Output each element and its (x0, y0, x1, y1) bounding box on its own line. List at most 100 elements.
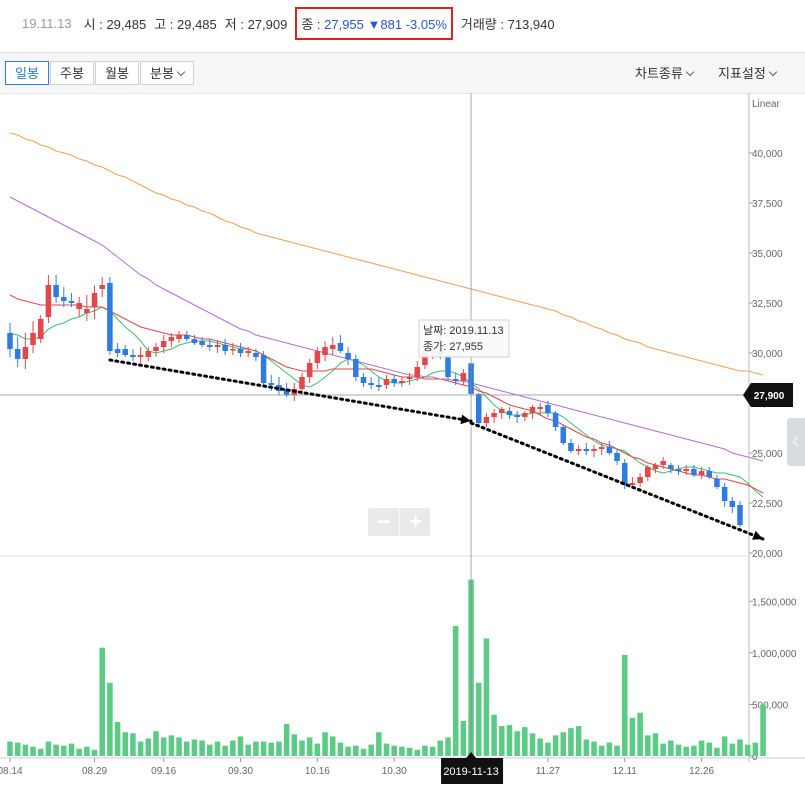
candle-body (629, 483, 636, 485)
side-panel-toggle[interactable] (787, 418, 805, 466)
candle-body (422, 353, 428, 365)
candle (191, 335, 198, 345)
volume-bar (299, 740, 305, 756)
candle (337, 335, 344, 353)
candle-body (614, 453, 620, 461)
candle (591, 445, 597, 457)
candle-body (491, 413, 497, 417)
candle-body (114, 349, 121, 353)
candle (383, 375, 390, 389)
ohlc-high: 고 : 29,485 (154, 16, 217, 32)
volume-bar (207, 744, 213, 756)
y-tick-label: 40,000 (752, 149, 783, 160)
chart-type-menu[interactable]: 차트종류 (635, 63, 695, 82)
volume-bar (68, 743, 75, 756)
candle-body (214, 345, 221, 347)
candle (91, 285, 98, 319)
volume-bar (537, 738, 543, 756)
candle-body (230, 349, 236, 351)
volume-bar (445, 737, 451, 756)
candle-body (406, 377, 413, 379)
candle (360, 373, 367, 387)
volume-bar (168, 735, 175, 756)
candle (30, 321, 36, 353)
chart-toolbar: 일봉 주봉 월봉 분봉 차트종류 지표설정 (0, 52, 805, 94)
zoom-out-button[interactable]: − (377, 509, 390, 534)
candle (376, 377, 382, 391)
volume-bar (253, 741, 259, 756)
candle (207, 339, 213, 351)
candle (22, 333, 29, 369)
volume-bar (575, 726, 582, 756)
candle-body (575, 449, 582, 451)
candle-body (545, 405, 551, 413)
volume-bar (107, 682, 113, 756)
candle-body (207, 345, 213, 347)
trend-arrow-head (460, 414, 472, 425)
candle (614, 449, 620, 465)
candle (137, 347, 144, 363)
candle (76, 297, 82, 317)
candle (322, 341, 328, 361)
candle (199, 337, 205, 347)
tooltip-close: 종가: 27,955 (423, 340, 483, 353)
zoom-in-button[interactable]: + (399, 508, 431, 536)
candle (575, 445, 582, 455)
volume-bar (345, 746, 351, 756)
volume-bar (260, 741, 267, 756)
volume-bar (568, 728, 574, 756)
tooltip-date: 날짜: 2019.11.13 (423, 324, 504, 337)
candle-body (698, 471, 705, 475)
candle-body (253, 353, 259, 357)
candle-body (691, 469, 697, 475)
candle (168, 333, 175, 347)
candle (114, 343, 121, 357)
volume-bar (222, 745, 228, 756)
candle-body (560, 427, 567, 443)
candle-body (306, 363, 313, 377)
x-tick-label: 10.16 (305, 766, 330, 777)
x-tick-label: 10.30 (382, 766, 407, 777)
candle (130, 349, 136, 361)
candle (107, 277, 113, 355)
candle-body (299, 377, 305, 389)
volume-bar (598, 745, 605, 756)
indicator-settings-menu[interactable]: 지표설정 (718, 63, 778, 82)
tab-daily[interactable]: 일봉 (5, 61, 49, 85)
volume-bar (422, 745, 428, 756)
candle-body (452, 379, 459, 381)
crosshair-date-pointer (466, 752, 477, 758)
candle-body (99, 285, 105, 289)
candle-body (460, 373, 467, 381)
candle (529, 405, 536, 419)
candle-body (445, 357, 451, 377)
trend-arrow-head (752, 530, 764, 540)
candle (737, 501, 743, 527)
volume-tick-label: 1,500,000 (752, 597, 797, 608)
candle-body (376, 385, 382, 387)
candle-body (22, 347, 29, 359)
x-tick-label: 12.11 (613, 766, 638, 777)
ohlc-open: 시 : 29,485 (83, 16, 147, 32)
y-tick-label: 25,000 (752, 449, 783, 460)
x-tick-label: 11.27 (536, 766, 561, 777)
candle (37, 315, 44, 343)
candle-body (522, 413, 528, 417)
candle-body (414, 367, 421, 377)
tab-monthly[interactable]: 월봉 (95, 61, 139, 85)
candle-body (145, 351, 152, 357)
volume-bar (614, 745, 620, 756)
volume-bar (353, 745, 359, 756)
candle (260, 351, 267, 385)
candle (606, 441, 613, 455)
volume-tick-label: 1,000,000 (752, 649, 797, 660)
tab-minute[interactable]: 분봉 (140, 61, 194, 85)
volume-bar (14, 742, 21, 756)
candle (706, 467, 713, 479)
volume-bar (729, 743, 736, 756)
tab-weekly[interactable]: 주봉 (50, 61, 94, 85)
volume-bar (737, 739, 743, 756)
candle-body (283, 389, 290, 395)
candle-body (353, 359, 359, 377)
